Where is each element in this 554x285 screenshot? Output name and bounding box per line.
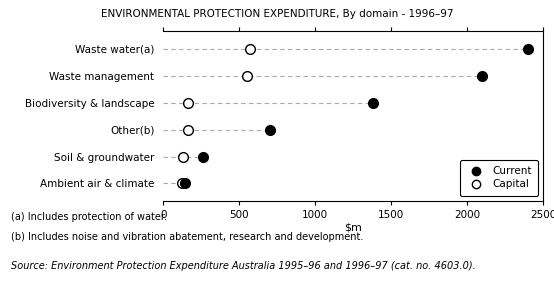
Point [177,181,186,186]
Text: (a) Includes protection of water.: (a) Includes protection of water. [11,212,167,222]
Text: ENVIRONMENTAL PROTECTION EXPENDITURE, By domain - 1996–97: ENVIRONMENTAL PROTECTION EXPENDITURE, By… [101,9,453,19]
Point [478,74,486,78]
Point [265,127,274,132]
Point [368,100,377,105]
Point [183,100,192,105]
X-axis label: $m: $m [344,223,362,233]
Point [524,46,532,51]
Point [183,127,192,132]
Legend: Current, Capital: Current, Capital [460,160,538,196]
Point [243,74,252,78]
Point [245,46,254,51]
Text: Source: Environment Protection Expenditure Australia 1995–96 and 1996–97 (cat. n: Source: Environment Protection Expenditu… [11,261,476,271]
Point [198,154,207,159]
Text: (b) Includes noise and vibration abatement, research and development.: (b) Includes noise and vibration abateme… [11,232,363,242]
Point [181,181,190,186]
Point [179,154,188,159]
